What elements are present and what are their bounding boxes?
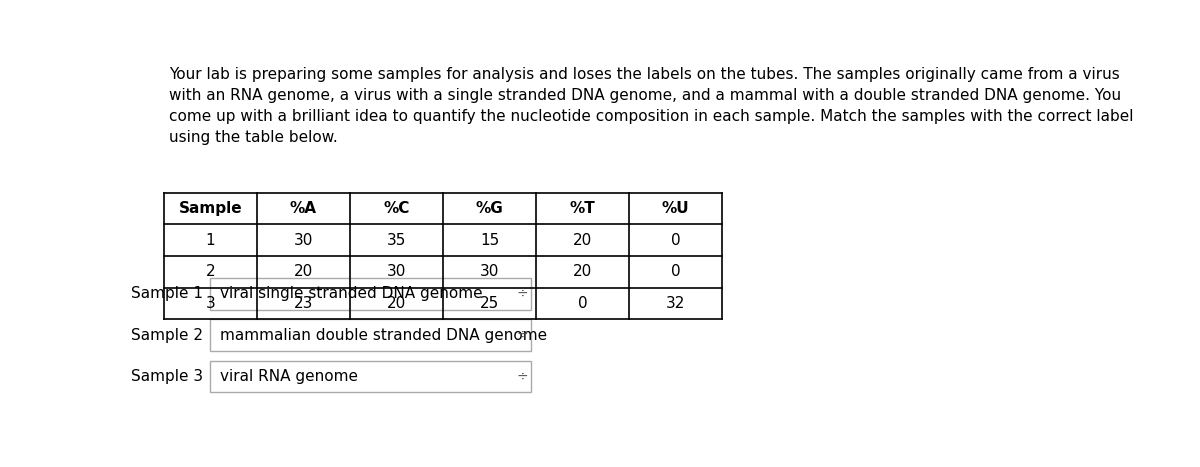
- Text: Sample: Sample: [179, 201, 242, 216]
- FancyBboxPatch shape: [210, 319, 532, 351]
- Text: %U: %U: [661, 201, 689, 216]
- Text: 30: 30: [294, 233, 313, 248]
- Text: Your lab is preparing some samples for analysis and loses the labels on the tube: Your lab is preparing some samples for a…: [168, 67, 1133, 145]
- FancyBboxPatch shape: [210, 361, 532, 392]
- Text: 20: 20: [386, 296, 406, 311]
- Text: ÷: ÷: [516, 287, 528, 301]
- Text: %C: %C: [383, 201, 409, 216]
- Text: 25: 25: [480, 296, 499, 311]
- Text: ÷: ÷: [516, 369, 528, 383]
- Text: 0: 0: [577, 296, 587, 311]
- Text: 15: 15: [480, 233, 499, 248]
- Text: 0: 0: [671, 264, 680, 279]
- Text: 20: 20: [572, 233, 592, 248]
- Text: %T: %T: [570, 201, 595, 216]
- Text: viral single stranded DNA genome: viral single stranded DNA genome: [220, 286, 482, 301]
- Text: 20: 20: [294, 264, 313, 279]
- Text: 32: 32: [666, 296, 685, 311]
- Text: viral RNA genome: viral RNA genome: [220, 369, 358, 384]
- Text: 30: 30: [386, 264, 406, 279]
- Text: %A: %A: [290, 201, 317, 216]
- Text: mammalian double stranded DNA genome: mammalian double stranded DNA genome: [220, 327, 547, 343]
- Text: Sample 1: Sample 1: [131, 286, 203, 301]
- Text: 0: 0: [671, 233, 680, 248]
- Text: 2: 2: [205, 264, 215, 279]
- Text: ÷: ÷: [516, 328, 528, 342]
- Text: 23: 23: [294, 296, 313, 311]
- Text: Sample 3: Sample 3: [131, 369, 203, 384]
- Text: 35: 35: [386, 233, 406, 248]
- Text: 1: 1: [205, 233, 215, 248]
- FancyBboxPatch shape: [210, 278, 532, 310]
- Text: %G: %G: [475, 201, 503, 216]
- Text: Sample 2: Sample 2: [131, 327, 203, 343]
- Text: 3: 3: [205, 296, 215, 311]
- Text: 30: 30: [480, 264, 499, 279]
- Text: 20: 20: [572, 264, 592, 279]
